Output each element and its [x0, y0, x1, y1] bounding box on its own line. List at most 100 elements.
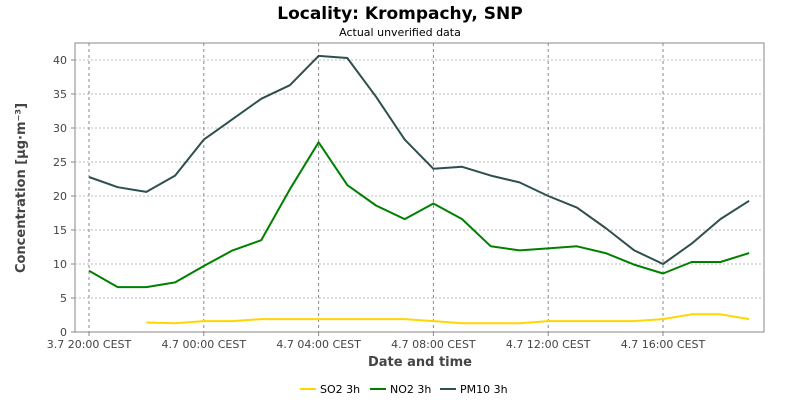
data-point-pm10-3h [490, 175, 492, 177]
data-point-pm10-3h [260, 98, 262, 100]
data-point-no2-3h [519, 249, 521, 251]
data-point-pm10-3h [576, 207, 578, 209]
data-point-no2-3h [461, 218, 463, 220]
data-point-no2-3h [432, 202, 434, 204]
data-point-so2-3h [260, 318, 262, 320]
y-tick-label: 30 [53, 122, 67, 135]
data-point-no2-3h [576, 245, 578, 247]
legend-item: NO2 3h [370, 383, 431, 396]
data-point-no2-3h [691, 261, 693, 263]
x-tick-label: 4.7 04:00 CEST [276, 338, 361, 351]
data-point-no2-3h [346, 184, 348, 186]
data-point-pm10-3h [318, 55, 320, 57]
data-point-no2-3h [88, 270, 90, 272]
y-tick-label: 15 [53, 224, 67, 237]
chart-subtitle: Actual unverified data [339, 26, 461, 39]
data-point-so2-3h [145, 321, 147, 323]
series-no2-3h [88, 141, 750, 289]
data-point-pm10-3h [203, 139, 205, 141]
data-point-pm10-3h [117, 186, 119, 188]
data-point-so2-3h [203, 320, 205, 322]
data-point-no2-3h [318, 141, 320, 143]
data-point-pm10-3h [633, 249, 635, 251]
plot-area [74, 42, 765, 333]
legend-item: PM10 3h [440, 383, 508, 396]
data-point-so2-3h [719, 313, 721, 315]
y-tick-label: 25 [53, 156, 67, 169]
data-point-no2-3h [490, 245, 492, 247]
data-point-no2-3h [547, 247, 549, 249]
data-point-pm10-3h [145, 191, 147, 193]
data-point-so2-3h [576, 320, 578, 322]
data-point-so2-3h [289, 318, 291, 320]
data-point-pm10-3h [662, 263, 664, 265]
data-point-no2-3h [605, 252, 607, 254]
data-point-so2-3h [547, 320, 549, 322]
data-point-pm10-3h [461, 166, 463, 168]
y-axis-label: Concentration [µg·m⁻³] [14, 103, 29, 273]
data-point-pm10-3h [289, 84, 291, 86]
legend-label: PM10 3h [460, 383, 508, 396]
legend: SO2 3h NO2 3h PM10 3h [300, 383, 508, 396]
data-point-pm10-3h [605, 227, 607, 229]
data-point-so2-3h [748, 318, 750, 320]
y-tick-label: 20 [53, 190, 67, 203]
data-point-so2-3h [519, 322, 521, 324]
data-point-so2-3h [318, 318, 320, 320]
data-point-so2-3h [432, 320, 434, 322]
x-tick-label: 4.7 00:00 CEST [162, 338, 247, 351]
data-point-pm10-3h [748, 200, 750, 202]
series-line-pm10-3h [88, 54, 750, 265]
series-so2-3h [145, 313, 750, 325]
x-tick-label: 4.7 12:00 CEST [506, 338, 591, 351]
data-point-no2-3h [633, 264, 635, 266]
data-point-so2-3h [461, 322, 463, 324]
x-axis-label: Date and time [368, 355, 472, 370]
data-point-pm10-3h [547, 195, 549, 197]
y-tick-label: 5 [60, 292, 67, 305]
data-point-no2-3h [203, 265, 205, 267]
data-point-no2-3h [404, 218, 406, 220]
data-point-no2-3h [174, 281, 176, 283]
data-point-pm10-3h [88, 176, 90, 178]
data-point-pm10-3h [346, 57, 348, 59]
data-point-no2-3h [719, 261, 721, 263]
data-point-pm10-3h [719, 218, 721, 220]
data-point-so2-3h [633, 320, 635, 322]
data-point-so2-3h [605, 320, 607, 322]
series-pm10-3h [88, 54, 750, 265]
y-tick-label: 40 [53, 54, 67, 67]
data-point-pm10-3h [432, 168, 434, 170]
x-axis-ticks: 3.7 20:00 CEST 4.7 00:00 CEST 4.7 04:00 CE… [47, 332, 706, 351]
grid-lines [75, 43, 764, 332]
legend-label: NO2 3h [390, 383, 431, 396]
data-point-no2-3h [145, 286, 147, 288]
data-point-pm10-3h [404, 139, 406, 141]
y-axis-ticks: 0 5 10 15 20 25 30 35 40 [53, 54, 75, 339]
data-point-pm10-3h [232, 118, 234, 120]
x-tick-label: 4.7 08:00 CEST [391, 338, 476, 351]
data-point-so2-3h [404, 318, 406, 320]
data-point-so2-3h [662, 318, 664, 320]
series-line-no2-3h [88, 141, 750, 289]
data-point-pm10-3h [375, 96, 377, 98]
x-tick-label: 4.7 16:00 CEST [621, 338, 706, 351]
data-point-pm10-3h [691, 243, 693, 245]
data-point-so2-3h [346, 318, 348, 320]
data-point-pm10-3h [519, 181, 521, 183]
data-point-no2-3h [260, 239, 262, 241]
data-point-no2-3h [375, 205, 377, 207]
legend-item: SO2 3h [300, 383, 360, 396]
data-point-no2-3h [662, 273, 664, 275]
series-lines [88, 54, 750, 325]
data-point-no2-3h [117, 286, 119, 288]
y-tick-label: 0 [60, 326, 67, 339]
data-point-no2-3h [289, 188, 291, 190]
legend-label: SO2 3h [320, 383, 360, 396]
data-point-no2-3h [232, 249, 234, 251]
data-point-so2-3h [375, 318, 377, 320]
x-tick-label: 3.7 20:00 CEST [47, 338, 132, 351]
data-point-no2-3h [748, 252, 750, 254]
